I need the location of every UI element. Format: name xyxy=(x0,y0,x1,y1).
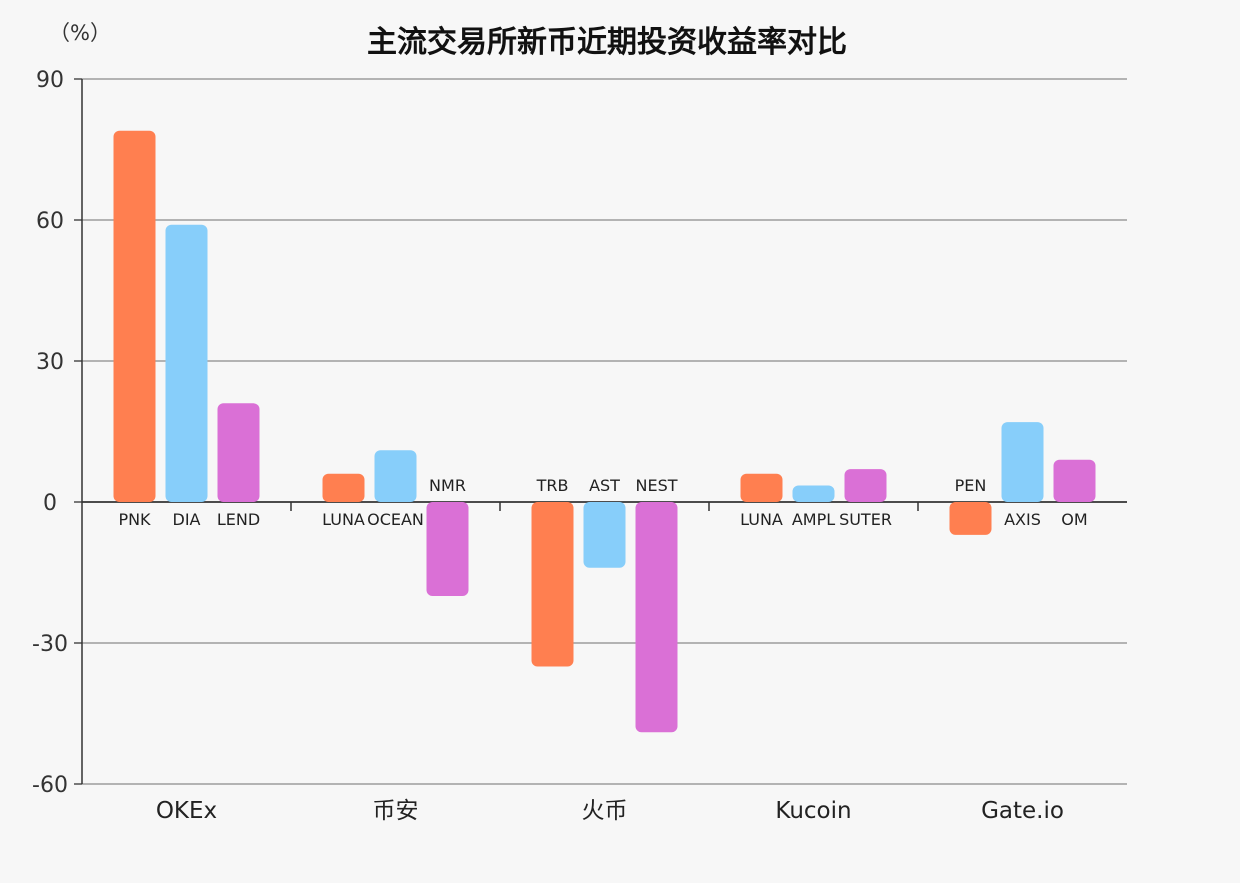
bar-label: NEST xyxy=(635,476,677,495)
y-tick-labels: 90 60 30 0 -30 -60 xyxy=(32,68,68,798)
bar-label: LEND xyxy=(217,510,260,529)
bar xyxy=(844,469,887,502)
y-tick-label: -60 xyxy=(32,773,68,798)
bar xyxy=(426,502,469,596)
bar-label: SUTER xyxy=(839,510,892,529)
x-category-label: 币安 xyxy=(373,798,419,824)
x-category-labels: OKEx 币安 火币 Kucoin Gate.io xyxy=(156,798,1064,824)
bar-label: AST xyxy=(589,476,620,495)
chart-title: 主流交易所新币近期投资收益率对比 xyxy=(367,25,847,60)
bar xyxy=(583,502,626,568)
grid-lines xyxy=(82,78,1127,785)
bars xyxy=(113,130,1096,733)
bar xyxy=(1053,459,1096,502)
bar-label: LUNA xyxy=(740,510,783,529)
bar xyxy=(113,130,156,502)
bar-label: LUNA xyxy=(322,510,365,529)
bar-label: NMR xyxy=(429,476,466,495)
x-category-label: Gate.io xyxy=(981,798,1064,824)
bar-label: OCEAN xyxy=(367,510,424,529)
bar-label: PNK xyxy=(118,510,151,529)
y-axis-unit-label: （%） xyxy=(49,21,111,45)
x-category-label: OKEx xyxy=(156,798,217,824)
y-tick-label: 90 xyxy=(36,68,64,93)
bar xyxy=(792,485,835,502)
bar xyxy=(740,473,783,502)
bar-label: OM xyxy=(1061,510,1087,529)
bar xyxy=(949,502,992,535)
bar xyxy=(322,473,365,502)
x-category-label: 火币 xyxy=(582,798,628,824)
bar-label: AMPL xyxy=(792,510,835,529)
y-tick-label: 60 xyxy=(36,209,64,234)
bar xyxy=(1001,422,1044,502)
bar xyxy=(165,224,208,502)
bar xyxy=(531,502,574,667)
bar xyxy=(374,450,417,502)
y-tick-label: 30 xyxy=(36,350,64,375)
bar xyxy=(635,502,678,733)
bar-label: TRB xyxy=(536,476,569,495)
y-tick-label: 0 xyxy=(43,491,57,516)
x-category-label: Kucoin xyxy=(775,798,851,824)
y-tick-label: -30 xyxy=(32,632,68,657)
bar-label: PEN xyxy=(955,476,987,495)
bar-label: AXIS xyxy=(1004,510,1041,529)
bar xyxy=(217,403,260,502)
bar-label: DIA xyxy=(173,510,201,529)
